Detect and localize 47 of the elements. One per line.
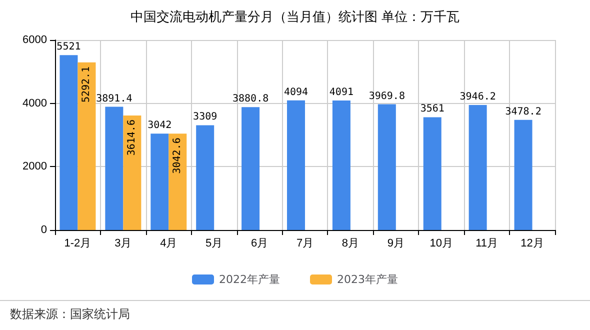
data-label: 3891.4 (96, 93, 132, 104)
data-label: 4094 (284, 86, 308, 98)
bar (60, 55, 78, 230)
bar (168, 134, 187, 230)
bar (150, 134, 169, 230)
chart-title: 中国交流电动机产量分月（当月值）统计图 单位：万千瓦 (130, 9, 460, 25)
bar (105, 106, 124, 230)
data-label: 3614.6 (126, 120, 138, 156)
bar (287, 100, 305, 230)
x-tick-label: 7月 (296, 238, 314, 250)
data-label: 3042 (148, 120, 172, 132)
x-tick-label: 6月 (250, 238, 268, 250)
y-tick-label: 6000 (22, 34, 47, 46)
x-tick-label: 11月 (476, 238, 498, 250)
x-tick-label: 9月 (387, 238, 404, 250)
x-tick-label: 5月 (206, 238, 223, 250)
legend-label: 2022年产量 (219, 273, 280, 286)
data-label: 3042.6 (172, 138, 184, 174)
data-label: 5521 (56, 42, 81, 53)
data-label: 3309 (193, 112, 218, 123)
data-label: 4091 (329, 86, 354, 98)
data-label: 3880.8 (232, 94, 269, 105)
x-tick-label: 8月 (342, 238, 360, 250)
x-tick-label: 3月 (114, 238, 132, 250)
bar (378, 104, 396, 230)
bar (242, 107, 260, 230)
bar (196, 125, 214, 230)
data-label: 3969.8 (368, 90, 405, 102)
y-tick-label: 4000 (22, 97, 47, 110)
source-note: 数据来源：国家统计局 (10, 306, 130, 323)
legend-label: 2023年产量 (337, 273, 398, 286)
bar (123, 116, 142, 230)
x-tick-label: 4月 (160, 238, 178, 250)
bar (468, 105, 487, 230)
bar (423, 117, 442, 230)
x-tick-label: 12月 (520, 238, 544, 250)
bar (78, 62, 96, 230)
bar (332, 100, 350, 230)
x-tick-label: 1-2月 (64, 238, 92, 250)
data-label: 3561 (420, 104, 444, 115)
data-label: 3946.2 (460, 92, 496, 103)
bar (514, 120, 532, 230)
data-label: 5292.1 (81, 66, 92, 103)
y-tick-label: 2000 (22, 160, 47, 173)
y-tick-label: 0 (40, 224, 47, 236)
x-tick-label: 10月 (430, 238, 453, 250)
data-label: 3478.2 (505, 106, 542, 118)
